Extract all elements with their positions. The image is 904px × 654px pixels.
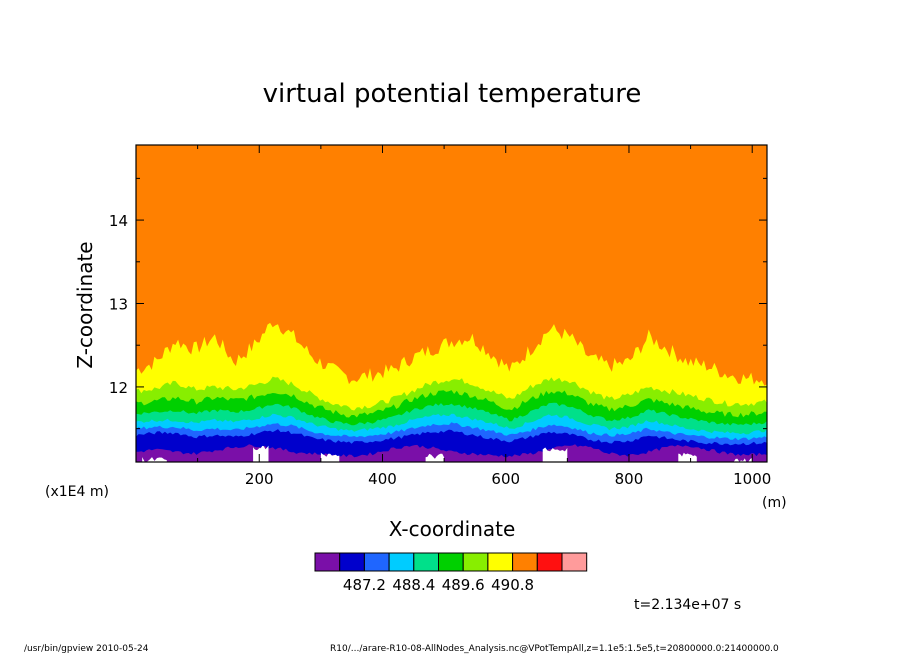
contour-layers	[136, 322, 767, 462]
x-axis-label: X-coordinate	[389, 517, 516, 541]
footer-right: R10/.../arare-R10-08-AllNodes_Analysis.n…	[330, 644, 779, 654]
y-tick-label: 13	[109, 296, 128, 314]
missing-data-gap	[542, 447, 568, 462]
y-tick-label: 14	[109, 212, 128, 230]
x-axis-unit: (m)	[762, 495, 787, 511]
colorbar-swatch	[561, 552, 588, 572]
colorbar-swatch	[413, 552, 439, 572]
colorbar	[314, 552, 588, 572]
missing-data-gap	[733, 457, 753, 462]
y-tick-label: 12	[109, 379, 128, 397]
colorbar-swatch	[363, 552, 390, 572]
colorbar-swatch	[388, 552, 415, 572]
colorbar-label: 487.2	[343, 576, 386, 594]
chart-title: virtual potential temperature	[263, 79, 642, 109]
colorbar-swatch	[536, 552, 563, 572]
x-tick-label: 800	[615, 470, 644, 488]
y-axis-label: Z-coordinate	[73, 241, 97, 368]
missing-data-gaps	[142, 445, 753, 462]
colorbar-swatch	[339, 552, 365, 572]
time-label: t=2.134e+07 s	[634, 597, 741, 613]
colorbar-labels: 487.2 488.4 489.6 490.8	[343, 576, 534, 594]
colorbar-swatch	[314, 552, 341, 572]
colorbar-label: 488.4	[392, 576, 435, 594]
missing-data-gap	[678, 452, 697, 462]
missing-data-gap	[253, 445, 269, 462]
footer-left: /usr/bin/gpview 2010-05-24	[24, 644, 149, 654]
x-tick-label: 600	[491, 470, 520, 488]
colorbar-swatch	[487, 552, 514, 572]
y-axis-unit: (x1E4 m)	[45, 484, 109, 500]
colorbar-label: 490.8	[491, 576, 534, 594]
contour-layer-487.6	[136, 444, 767, 462]
axis-ticks	[136, 145, 767, 462]
missing-data-gap	[320, 452, 340, 462]
axis-tick-labels: 200 400 600 800 1000 12 13 14	[109, 212, 771, 488]
x-tick-label: 200	[245, 470, 274, 488]
plot-area	[136, 145, 767, 462]
colorbar-swatch	[438, 552, 464, 572]
x-tick-label: 1000	[733, 470, 771, 488]
colorbar-label: 489.6	[442, 576, 485, 594]
missing-data-gap	[425, 453, 445, 462]
colorbar-swatch	[512, 552, 538, 572]
x-tick-label: 400	[368, 470, 397, 488]
missing-data-gap	[142, 457, 167, 462]
colorbar-swatch	[462, 552, 489, 572]
